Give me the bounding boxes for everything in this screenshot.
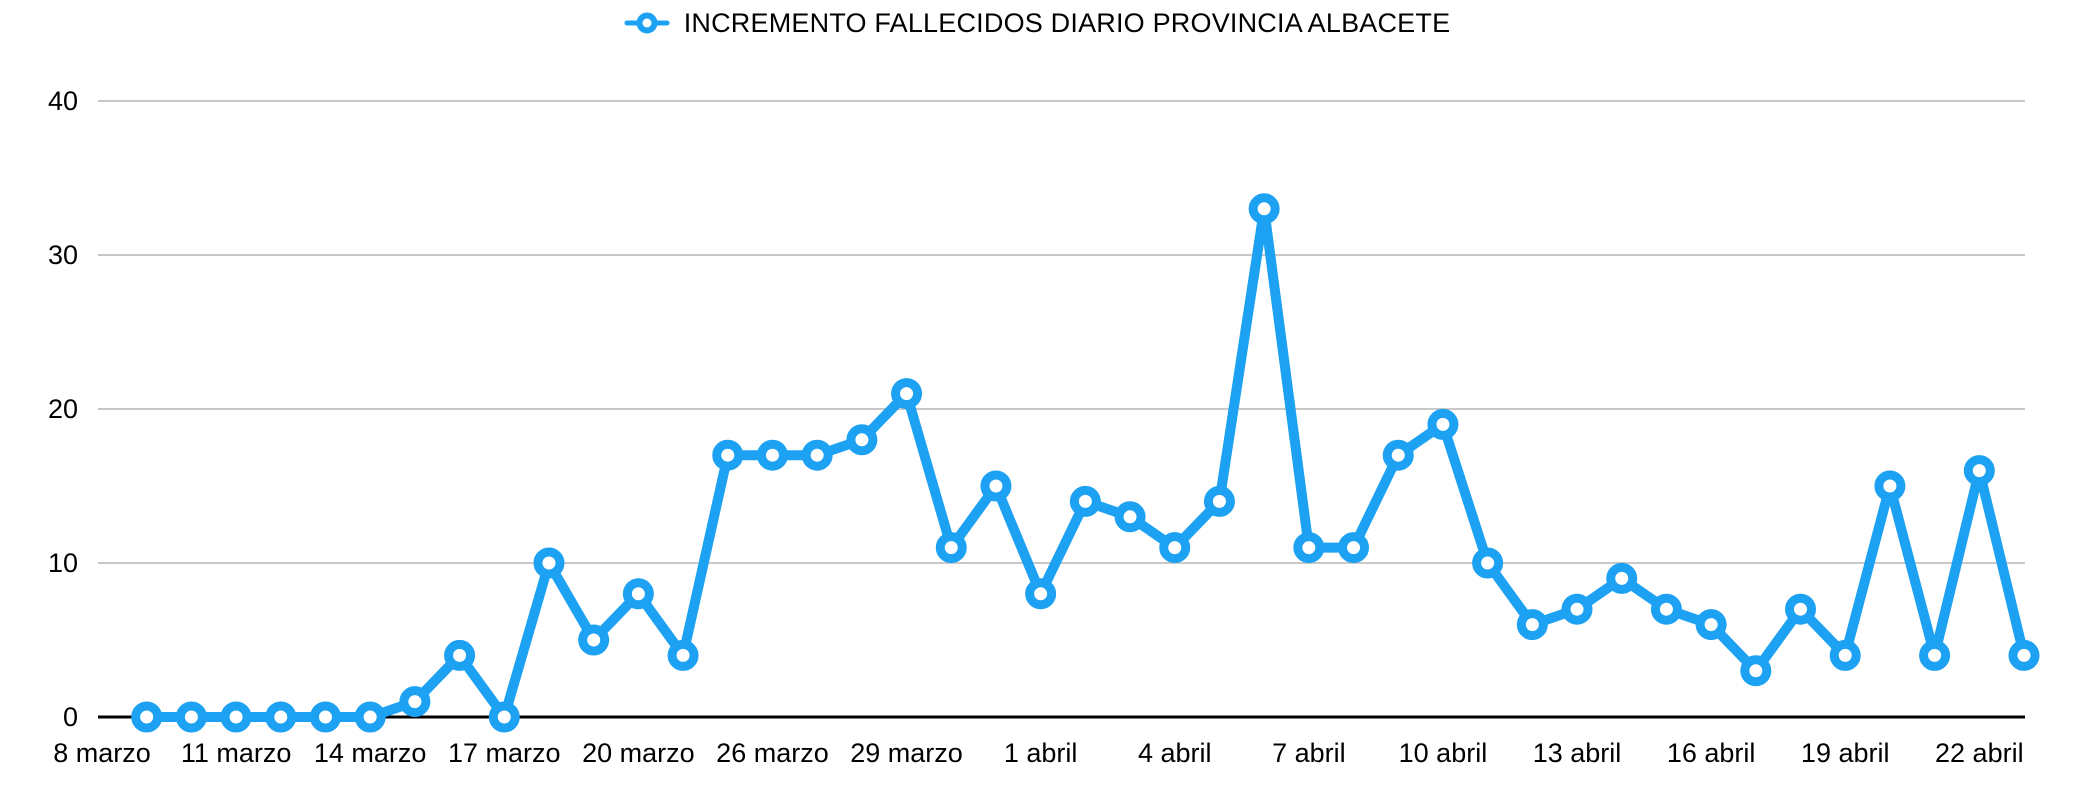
data-point-marker — [1561, 593, 1593, 625]
y-axis-label: 40 — [48, 86, 78, 116]
data-point-marker — [1785, 593, 1817, 625]
chart-legend: INCREMENTO FALLECIDOS DIARIO PROVINCIA A… — [0, 6, 2074, 40]
data-point-marker — [1382, 439, 1414, 471]
x-axis-label: 17 marzo — [448, 738, 561, 768]
x-axis-label: 7 abril — [1272, 738, 1346, 768]
data-point-marker — [2008, 639, 2040, 671]
data-point-marker — [1069, 485, 1101, 517]
y-axis-label: 10 — [48, 548, 78, 578]
x-axis-label: 8 marzo — [53, 738, 151, 768]
data-point-marker — [131, 701, 163, 733]
data-point-marker — [1114, 501, 1146, 533]
data-point-marker — [801, 439, 833, 471]
y-axis-label: 30 — [48, 240, 78, 270]
x-axis-label: 19 abril — [1801, 738, 1890, 768]
data-point-marker — [622, 578, 654, 610]
series-line — [141, 203, 2029, 722]
data-point-marker — [1248, 193, 1280, 225]
data-point-marker — [578, 624, 610, 656]
x-axis-label: 4 abril — [1138, 738, 1212, 768]
data-point-marker — [667, 639, 699, 671]
data-point-marker — [1963, 455, 1995, 487]
y-axis-label: 20 — [48, 394, 78, 424]
x-axis-label: 29 marzo — [850, 738, 963, 768]
data-point-marker — [1740, 655, 1772, 687]
data-point-marker — [444, 639, 476, 671]
data-point-marker — [1606, 562, 1638, 594]
x-axis-label: 20 marzo — [582, 738, 695, 768]
data-point-marker — [891, 378, 923, 410]
x-axis-label: 26 marzo — [716, 738, 829, 768]
x-axis-label: 1 abril — [1004, 738, 1078, 768]
data-point-marker — [1874, 470, 1906, 502]
data-point-marker — [175, 701, 207, 733]
y-axis-label: 0 — [63, 702, 78, 732]
data-point-marker — [935, 532, 967, 564]
data-point-marker — [265, 701, 297, 733]
data-point-marker — [1472, 547, 1504, 579]
x-axis-label: 13 abril — [1533, 738, 1622, 768]
data-point-marker — [1516, 609, 1548, 641]
x-axis-label: 11 marzo — [181, 738, 292, 768]
x-axis-label: 10 abril — [1399, 738, 1488, 768]
data-point-marker — [220, 701, 252, 733]
data-point-marker — [712, 439, 744, 471]
x-axis-label: 14 marzo — [314, 738, 427, 768]
data-point-marker — [354, 701, 386, 733]
data-point-marker — [1427, 408, 1459, 440]
data-point-marker — [1650, 593, 1682, 625]
data-point-marker — [1025, 578, 1057, 610]
data-point-marker — [1293, 532, 1325, 564]
data-point-marker — [533, 547, 565, 579]
x-axis-label: 22 abril — [1935, 738, 2024, 768]
data-point-marker — [309, 701, 341, 733]
legend-marker-icon — [624, 12, 670, 34]
data-point-marker — [846, 424, 878, 456]
data-point-marker — [1919, 639, 1951, 671]
data-point-marker — [1829, 639, 1861, 671]
chart-title: INCREMENTO FALLECIDOS DIARIO PROVINCIA A… — [683, 7, 1451, 38]
data-point-marker — [1203, 485, 1235, 517]
data-point-marker — [756, 439, 788, 471]
data-point-marker — [488, 701, 520, 733]
x-axis-label: 16 abril — [1667, 738, 1756, 768]
data-point-marker — [980, 470, 1012, 502]
data-point-marker — [399, 686, 431, 718]
data-point-marker — [1695, 609, 1727, 641]
data-point-marker — [1159, 532, 1191, 564]
data-point-marker — [1338, 532, 1370, 564]
